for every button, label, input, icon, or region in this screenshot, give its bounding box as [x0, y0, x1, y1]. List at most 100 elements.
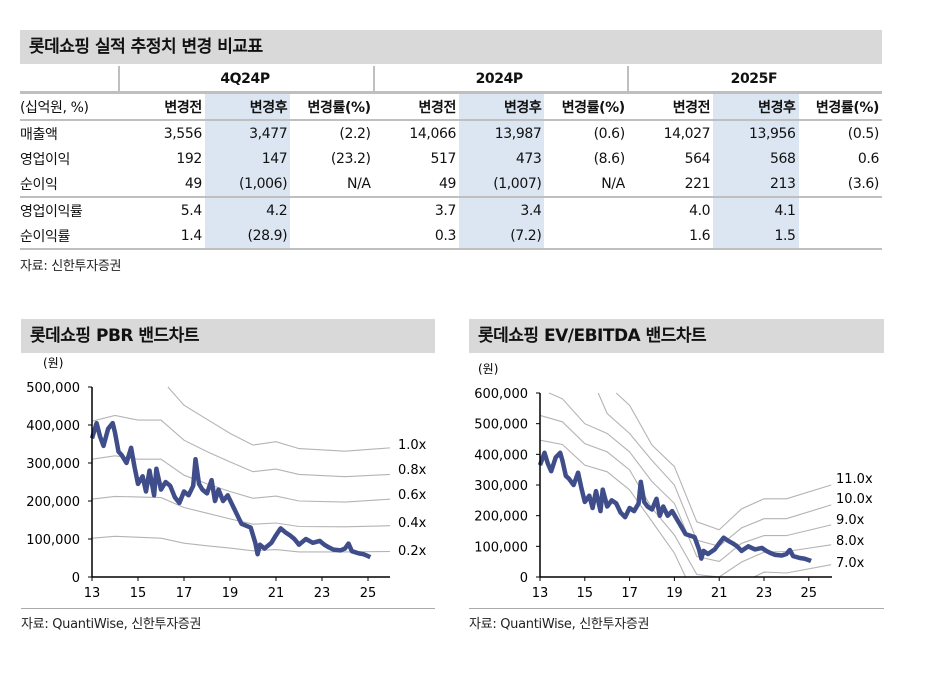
band-line-0.4x: [92, 495, 390, 528]
table-cell: 14,066: [409, 125, 456, 142]
divider: [21, 608, 435, 609]
band-line-10.0x: [597, 392, 832, 547]
x-tick-label: 15: [130, 586, 147, 601]
table-title: 롯데쇼핑 실적 추정치 변경 비교표: [20, 30, 882, 64]
table-cell: 49: [373, 171, 459, 198]
table-cell: (28.9): [204, 223, 291, 249]
y-tick-label: 100,000: [26, 533, 80, 548]
table-cell: (1,006): [204, 171, 291, 198]
period-header: 4Q24P: [118, 66, 374, 94]
band-line-1.0x: [167, 386, 390, 452]
y-unit-label: (원): [478, 362, 498, 376]
table-cell: 517: [430, 150, 456, 167]
sub-header-row: (십억원, %) 변경전 변경후 변경률(%) 변경전 변경후 변경률(%) 변경전 변경후 변경…: [20, 92, 882, 121]
x-tick-label: 21: [268, 586, 285, 601]
sub-header: 변경률(%): [290, 92, 374, 121]
table-row: 영업이익률 5.4 4.2 3.7 3.4 4.0 4.1: [20, 197, 882, 223]
row-label: 영업이익: [20, 151, 70, 168]
band-label: 11.0x: [836, 472, 873, 487]
table-cell: 3.7: [434, 202, 456, 219]
row-label: 영업이익률: [20, 203, 83, 220]
ev-ebitda-band-chart: (원) 0 100,000 200,000 300,000 400,000 500,000 6…: [474, 362, 873, 601]
sub-header: 변경률(%): [544, 92, 628, 121]
sub-header: 변경률(%): [798, 92, 882, 121]
x-tick-label: 17: [176, 586, 193, 601]
period-header: 2025F: [626, 66, 882, 94]
table-cell: [799, 197, 882, 223]
x-tick-label: 21: [711, 586, 728, 601]
y-tick-label: 400,000: [26, 419, 80, 434]
ev-ebitda-chart-source: 자료: QuantiWise, 신한투자증권: [469, 617, 650, 632]
sub-header: 변경전: [373, 92, 459, 121]
y-tick-label: 400,000: [474, 448, 528, 463]
band-label: 0.8x: [398, 463, 427, 478]
x-tick-label: 13: [532, 586, 549, 601]
x-tick-label: 25: [360, 586, 377, 601]
table-cell: 3,556: [163, 125, 202, 142]
y-tick-label: 0: [72, 571, 80, 586]
table-cell: [290, 197, 373, 223]
table-cell: 5.4: [180, 202, 202, 219]
table-cell: [799, 223, 882, 249]
unit-label: (십억원, %): [20, 92, 120, 121]
band-label: 7.0x: [836, 556, 865, 571]
table-cell: 14,027: [663, 125, 711, 142]
table-cell: 0.6: [857, 150, 879, 167]
table-cell: 213: [713, 171, 799, 198]
band-label: 0.4x: [398, 516, 427, 531]
x-tick-label: 23: [314, 586, 331, 601]
table-cell: 4.0: [689, 202, 711, 219]
table-cell: [290, 223, 373, 249]
period-header: 2024P: [372, 66, 628, 94]
band-line-0.8x: [92, 414, 390, 478]
table-cell: 147: [204, 146, 291, 171]
x-tick-label: 19: [222, 586, 239, 601]
table-row: 순이익 49 (1,006) N/A 49 (1,007) N/A 221 213 (3.6): [20, 171, 882, 198]
x-tick-label: 15: [577, 586, 594, 601]
table-row: 순이익률 1.4 (28.9) 0.3 (7.2) 1.6 1.5: [20, 223, 882, 249]
table-cell: (2.2): [339, 125, 371, 142]
y-unit-label: (원): [43, 356, 63, 370]
table-cell: 1.4: [180, 227, 202, 244]
band-label: 0.6x: [398, 488, 427, 503]
sub-header: 변경전: [119, 92, 205, 121]
sub-header: 변경후: [713, 92, 799, 121]
table-row: 영업이익 192 147 (23.2) 517 473 (8.6) 564 568 0.6: [20, 146, 882, 171]
x-tick-label: 13: [84, 586, 101, 601]
table-cell: 0.3: [434, 227, 456, 244]
table-cell: [544, 197, 627, 223]
row-label: 순이익: [20, 171, 120, 198]
period-header-row: 4Q24P 2024P 2025F: [20, 66, 882, 94]
band-line-7.0x: [540, 439, 832, 577]
table-cell: 3,477: [204, 120, 291, 146]
divider: [469, 608, 884, 609]
y-tick-label: 0: [520, 571, 528, 586]
y-tick-label: 300,000: [474, 479, 528, 494]
band-label: 8.0x: [836, 534, 865, 549]
table-row: 매출액 3,556 3,477 (2.2) 14,066 13,987 (0.6) 14,02…: [20, 120, 882, 146]
estimate-comparison-table: 4Q24P 2024P 2025F (십억원, %) 변경전 변경후 변경률(%) 변경전 변경…: [20, 66, 882, 250]
band-line-0.2x: [92, 535, 390, 553]
pbr-chart-title: 롯데쇼핑 PBR 밴드차트: [21, 319, 435, 353]
table-cell: 1.5: [713, 223, 799, 249]
band-label: 9.0x: [836, 513, 865, 528]
table-cell: 4.2: [204, 197, 291, 223]
table-cell: (0.6): [593, 125, 626, 142]
table-cell: (0.5): [847, 125, 880, 142]
y-tick-label: 600,000: [474, 387, 528, 402]
y-tick-label: 200,000: [26, 495, 80, 510]
table-cell: (7.2): [459, 223, 545, 249]
band-line-8.0x: [540, 414, 832, 577]
blank-cell: [20, 66, 120, 94]
band-label: 10.0x: [836, 492, 873, 507]
ev-ebitda-chart-title: 롯데쇼핑 EV/EBITDA 밴드차트: [469, 319, 884, 353]
table-cell: N/A: [290, 171, 374, 198]
x-tick-label: 17: [621, 586, 638, 601]
row-label: 매출액: [20, 126, 58, 143]
table-cell: 192: [176, 150, 202, 167]
sub-header: 변경후: [204, 92, 291, 121]
table-cell: 13,987: [459, 120, 545, 146]
table-cell: (3.6): [798, 171, 882, 198]
table-source: 자료: 신한투자증권: [20, 259, 122, 274]
